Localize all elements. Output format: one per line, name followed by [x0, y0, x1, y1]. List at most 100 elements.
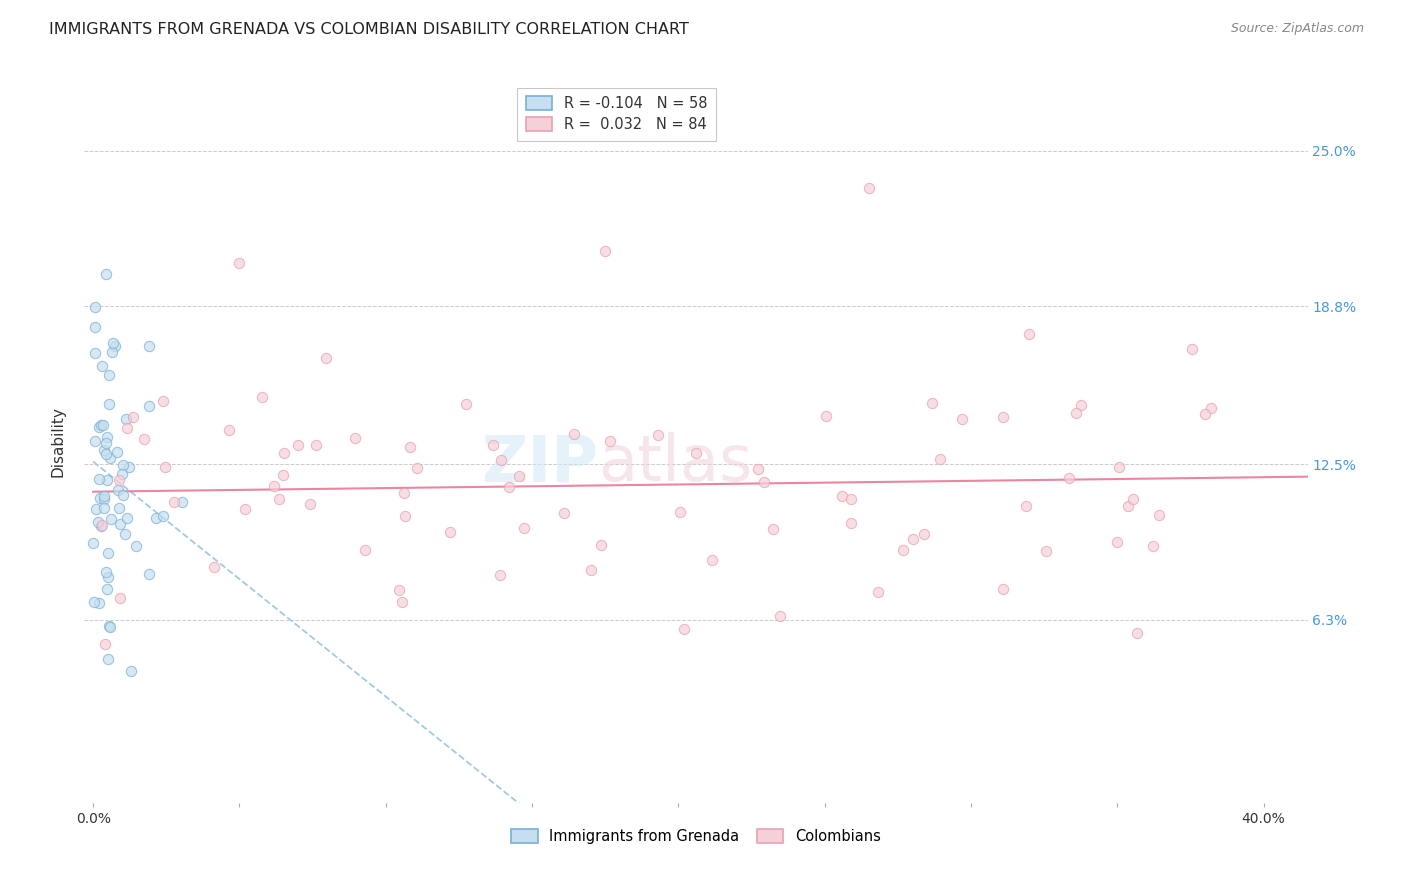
Point — [112, 458, 135, 472]
Point — [125, 539, 148, 553]
Point — [673, 622, 696, 636]
Point — [599, 434, 621, 449]
Point — [814, 409, 837, 423]
Point — [579, 563, 602, 577]
Point — [97, 570, 120, 584]
Point — [100, 620, 122, 634]
Point — [94, 637, 117, 651]
Point — [1149, 508, 1171, 523]
Point — [399, 440, 422, 454]
Point — [1126, 626, 1149, 640]
Point — [388, 583, 411, 598]
Point — [489, 453, 512, 467]
Point — [762, 522, 785, 536]
Point — [488, 567, 510, 582]
Point — [83, 320, 105, 334]
Text: IMMIGRANTS FROM GRENADA VS COLOMBIAN DISABILITY CORRELATION CHART: IMMIGRANTS FROM GRENADA VS COLOMBIAN DIS… — [49, 22, 689, 37]
Point — [287, 437, 309, 451]
Point — [96, 430, 118, 444]
Point — [172, 495, 194, 509]
Point — [138, 339, 160, 353]
Point — [152, 509, 174, 524]
Point — [513, 521, 536, 535]
Point — [1107, 534, 1129, 549]
Point — [647, 428, 669, 442]
Point — [901, 533, 924, 547]
Point — [117, 510, 139, 524]
Point — [90, 518, 112, 533]
Point — [591, 538, 613, 552]
Point — [111, 467, 134, 482]
Point — [107, 483, 129, 498]
Point — [114, 412, 136, 426]
Point — [921, 396, 943, 410]
Point — [145, 511, 167, 525]
Point — [96, 446, 118, 460]
Point — [83, 434, 105, 449]
Point — [98, 368, 121, 383]
Point — [1122, 491, 1144, 506]
Point — [97, 651, 120, 665]
Point — [315, 351, 337, 366]
Point — [228, 256, 250, 270]
Point — [100, 450, 122, 465]
Point — [912, 526, 935, 541]
Point — [108, 474, 131, 488]
Point — [839, 492, 862, 507]
Point — [481, 437, 503, 451]
Point — [91, 417, 114, 432]
Point — [394, 486, 416, 500]
Point — [344, 431, 367, 445]
Point — [1035, 543, 1057, 558]
Point — [508, 468, 530, 483]
Point — [1064, 406, 1087, 420]
Point — [747, 461, 769, 475]
Point — [1018, 326, 1040, 341]
Point — [250, 391, 273, 405]
Y-axis label: Disability: Disability — [51, 406, 66, 477]
Point — [553, 506, 575, 520]
Point — [406, 460, 429, 475]
Text: Source: ZipAtlas.com: Source: ZipAtlas.com — [1230, 22, 1364, 36]
Point — [104, 339, 127, 353]
Point — [93, 491, 115, 506]
Point — [950, 411, 973, 425]
Point — [1015, 500, 1038, 514]
Point — [122, 409, 145, 424]
Point — [1108, 459, 1130, 474]
Point — [593, 244, 616, 258]
Point — [233, 501, 256, 516]
Point — [114, 527, 136, 541]
Point — [162, 495, 184, 509]
Point — [96, 546, 118, 560]
Point — [105, 445, 128, 459]
Point — [84, 346, 107, 360]
Point — [117, 459, 139, 474]
Point — [83, 595, 105, 609]
Point — [1181, 342, 1204, 356]
Point — [96, 473, 118, 487]
Point — [91, 359, 114, 373]
Point — [87, 419, 110, 434]
Point — [84, 300, 107, 314]
Point — [87, 515, 110, 529]
Point — [96, 582, 118, 597]
Point — [354, 543, 377, 558]
Point — [839, 516, 862, 530]
Point — [893, 543, 915, 558]
Point — [271, 467, 294, 482]
Point — [91, 518, 114, 533]
Point — [391, 595, 413, 609]
Point — [562, 427, 585, 442]
Point — [89, 491, 111, 506]
Point — [218, 423, 240, 437]
Point — [94, 267, 117, 281]
Text: atlas: atlas — [598, 433, 752, 494]
Point — [98, 619, 121, 633]
Point — [202, 560, 225, 574]
Point — [1194, 407, 1216, 421]
Point — [138, 400, 160, 414]
Point — [86, 502, 108, 516]
Point — [132, 432, 155, 446]
Point — [87, 596, 110, 610]
